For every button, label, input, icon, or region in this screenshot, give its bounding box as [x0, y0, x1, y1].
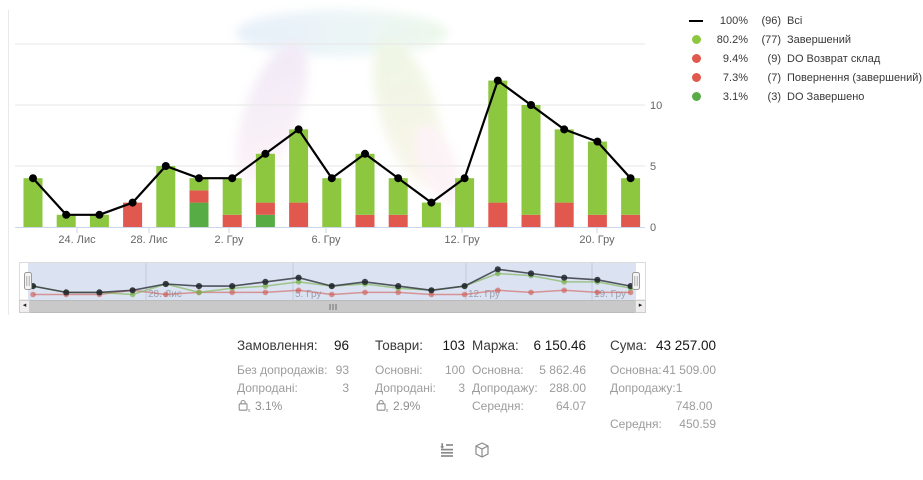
- chart-legend: 100% (96) Всі 80.2% (77) Завершений 9.4%…: [688, 11, 922, 106]
- stat-value: 6 150.46: [533, 338, 586, 353]
- stat-sub-value: 100: [444, 363, 465, 377]
- svg-text:12. Гру: 12. Гру: [444, 234, 480, 246]
- stat-title: Сума:: [610, 338, 647, 353]
- stat-sub-label: Середня:: [472, 399, 524, 413]
- stat-sub-value: 1 748.00: [675, 381, 713, 413]
- stat-title: Товари:: [375, 338, 424, 353]
- legend-percent: 7.3%: [722, 71, 748, 84]
- main-chart: 0 5 10 24. Лис 28. Лис 2. Гру 6. Гру 12. Гру 20.…: [15, 10, 662, 246]
- svg-text:28. Лис: 28. Лис: [130, 234, 168, 246]
- legend-item-return-warehouse[interactable]: 9.4% (9) DO Возврат склад: [688, 49, 922, 68]
- navigator[interactable]: 28. Лис 5. Гру 12. Гру 19. Гру: [0, 262, 675, 302]
- legend-label: Повернення (завершений): [787, 71, 923, 84]
- legend-label: DO Завершено: [787, 90, 865, 103]
- stat-sub-label: Основна:: [472, 363, 524, 377]
- svg-text:2. Гру: 2. Гру: [214, 234, 244, 246]
- legend-count: (7): [767, 71, 781, 84]
- left-arrow-icon: ◂: [22, 302, 27, 309]
- stat-title: Замовлення:: [237, 338, 318, 353]
- legend-item-completed[interactable]: 80.2% (77) Завершений: [688, 30, 922, 49]
- total-line-points: [29, 76, 635, 219]
- svg-text:6. Гру: 6. Гру: [311, 234, 341, 246]
- axis-labels: 0 5 10 24. Лис 28. Лис 2. Гру 6. Гру 12. Гру 20.…: [58, 100, 662, 246]
- stat-sub-label: Допродажу:: [472, 381, 538, 395]
- dot-symbol-icon: [688, 54, 704, 63]
- legend-count: (9): [767, 52, 781, 65]
- stat-sub-value: 64.07: [555, 399, 586, 413]
- legend-label: Всі: [787, 14, 803, 27]
- upsell-bag-icon: x: [376, 399, 389, 413]
- view-toggle-icons: [438, 441, 491, 459]
- stat-sub-label: Допродажу:: [610, 381, 676, 395]
- navigator-handle[interactable]: [24, 272, 32, 290]
- stat-sub-label: Основна:: [610, 363, 662, 377]
- stat-sub-label: Допродані:: [237, 381, 298, 395]
- stat-sub-value: 93: [335, 363, 349, 377]
- legend-label: DO Возврат склад: [787, 52, 881, 65]
- legend-percent: 80.2%: [716, 33, 748, 46]
- legend-item-all[interactable]: 100% (96) Всі: [688, 11, 922, 30]
- legend-count: (96): [761, 14, 781, 27]
- stat-value: 96: [333, 338, 349, 353]
- svg-text:x: x: [386, 408, 389, 413]
- stat-sub-label: Допродані:: [375, 381, 436, 395]
- package-icon[interactable]: [473, 441, 491, 459]
- svg-text:5. Гру: 5. Гру: [295, 289, 321, 300]
- svg-text:10: 10: [650, 100, 662, 112]
- legend-percent: 100%: [719, 14, 748, 27]
- navigator-scrollbar: ◂ ▸: [19, 300, 646, 313]
- stats-goods-column: Товари: 103 Основні: 100 Допродані: 3 x 2.9…: [375, 338, 465, 413]
- scrollbar-grip[interactable]: [329, 304, 336, 310]
- svg-text:0: 0: [650, 222, 656, 234]
- stats-sum-column: Сума: 43 257.00 Основна: 41 509.00 Допрода…: [610, 338, 716, 433]
- scroll-right-button[interactable]: ▸: [635, 300, 646, 313]
- upsell-bag-icon: x: [238, 399, 251, 413]
- upsell-percent: 2.9%: [393, 399, 421, 413]
- navigator-handle[interactable]: [632, 272, 640, 290]
- legend-item-do-completed[interactable]: 3.1% (3) DO Завершено: [688, 87, 922, 106]
- stats-orders-column: Замовлення: 96 Без допродажів: 93 Допродан…: [237, 338, 349, 413]
- svg-text:20. Гру: 20. Гру: [579, 234, 615, 246]
- stat-sub-value: 5 862.46: [539, 363, 586, 377]
- svg-text:x: x: [248, 408, 251, 413]
- dot-symbol-icon: [688, 92, 704, 101]
- stat-sub-value: 3: [342, 381, 349, 395]
- list-stats-icon[interactable]: [438, 441, 456, 459]
- stats-margin-column: Маржа: 6 150.46 Основна: 5 862.46 Допродаж…: [472, 338, 586, 415]
- legend-label: Завершений: [787, 33, 852, 46]
- bars-layer: [23, 80, 641, 227]
- stat-sub-label: Основні:: [375, 363, 423, 377]
- stat-sub-label: Середня:: [610, 417, 662, 431]
- dot-symbol-icon: [688, 73, 704, 82]
- legend-percent: 9.4%: [722, 52, 748, 65]
- svg-text:5: 5: [650, 161, 656, 173]
- stat-value: 103: [442, 338, 465, 353]
- line-symbol-icon: [688, 19, 704, 22]
- stat-title: Маржа:: [472, 338, 519, 353]
- upsell-percent: 3.1%: [255, 399, 283, 413]
- svg-text:19. Гру: 19. Гру: [594, 289, 626, 300]
- stat-sub-value: 450.59: [679, 417, 716, 431]
- stat-sub-value: 3: [458, 381, 465, 395]
- stat-sub-value: 288.00: [549, 381, 586, 395]
- stat-sub-label: Без допродажів:: [237, 363, 328, 377]
- svg-text:12. Гру: 12. Гру: [468, 289, 500, 300]
- stat-value: 43 257.00: [655, 338, 716, 353]
- svg-text:24. Лис: 24. Лис: [58, 234, 96, 246]
- scroll-left-button[interactable]: ◂: [19, 300, 30, 313]
- legend-count: (77): [761, 33, 781, 46]
- right-arrow-icon: ▸: [638, 302, 643, 309]
- scrollbar-track[interactable]: [30, 300, 635, 313]
- legend-item-return-completed[interactable]: 7.3% (7) Повернення (завершений): [688, 68, 922, 87]
- stat-sub-value: 41 509.00: [662, 363, 716, 377]
- panel-left-border: [8, 10, 9, 315]
- legend-count: (3): [767, 90, 781, 103]
- legend-percent: 3.1%: [722, 90, 748, 103]
- dot-symbol-icon: [688, 35, 704, 44]
